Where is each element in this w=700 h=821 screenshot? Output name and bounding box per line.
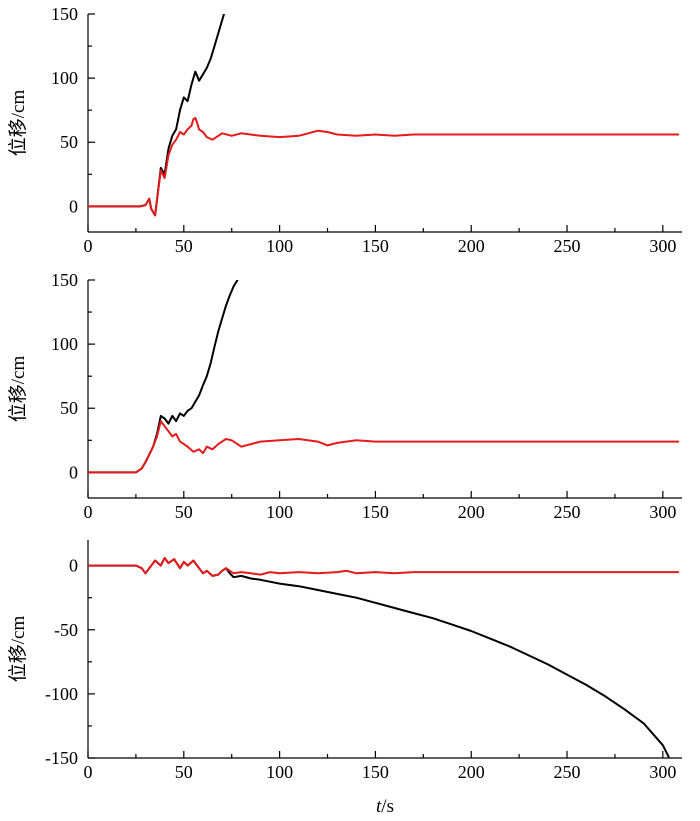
x-axis-title: t/s	[376, 796, 394, 817]
y-axis-title: 位移/cm	[7, 616, 29, 683]
y-tick-label: 0	[69, 556, 78, 576]
y-tick-label: 0	[69, 462, 78, 482]
chart-panel-middle: 0 50 100 150 200 250 300 0 50 100 150 位移/cm	[7, 270, 682, 522]
x-tick-label: 200	[458, 502, 485, 522]
y-tick-label: 0	[69, 196, 78, 216]
series-line-black	[88, 280, 239, 474]
x-tick-label: 50	[175, 762, 193, 782]
chart-panel-bottom: 0 50 100 150 200 250 300 0 -50 -100 -150 位移/cm	[7, 540, 682, 782]
x-tick-label: 0	[84, 236, 93, 256]
series-line-red	[88, 116, 680, 217]
series-line-red	[88, 557, 680, 577]
x-tick-label: 150	[362, 502, 389, 522]
x-tick-label: 100	[266, 762, 293, 782]
y-tick-label: -150	[45, 748, 78, 768]
x-axis-title-variable: t	[376, 796, 382, 817]
x-tick-label: 50	[175, 236, 193, 256]
x-tick-label: 250	[554, 762, 581, 782]
y-tick-label: 100	[51, 68, 78, 88]
series-line-black	[88, 557, 670, 758]
x-axis-title-unit: /s	[381, 796, 394, 817]
y-axis-title: 位移/cm	[7, 356, 29, 423]
x-tick-label: 250	[554, 236, 581, 256]
y-tick-label: 50	[60, 398, 78, 418]
x-tick-label: 200	[458, 236, 485, 256]
x-tick-label: 100	[266, 502, 293, 522]
series-line-black	[88, 14, 225, 217]
x-tick-label: 250	[554, 502, 581, 522]
series-line-red	[88, 420, 680, 474]
x-tick-label: 150	[362, 762, 389, 782]
chart-panel-top: 0 50 100 150 200 250 300 0 50 100 150 位移/cm	[7, 4, 682, 256]
x-tick-label: 50	[175, 502, 193, 522]
y-tick-label: 150	[51, 270, 78, 290]
x-tick-label: 300	[649, 502, 676, 522]
x-tick-label: 0	[84, 762, 93, 782]
x-tick-label: 300	[649, 236, 676, 256]
y-axis-title: 位移/cm	[7, 90, 29, 157]
y-tick-label: -100	[45, 684, 78, 704]
x-tick-label: 300	[649, 762, 676, 782]
x-tick-label: 0	[84, 502, 93, 522]
y-tick-label: -50	[54, 620, 78, 640]
x-tick-label: 200	[458, 762, 485, 782]
y-tick-label: 100	[51, 334, 78, 354]
y-tick-label: 50	[60, 132, 78, 152]
x-tick-label: 150	[362, 236, 389, 256]
x-tick-label: 100	[266, 236, 293, 256]
y-tick-label: 150	[51, 4, 78, 24]
